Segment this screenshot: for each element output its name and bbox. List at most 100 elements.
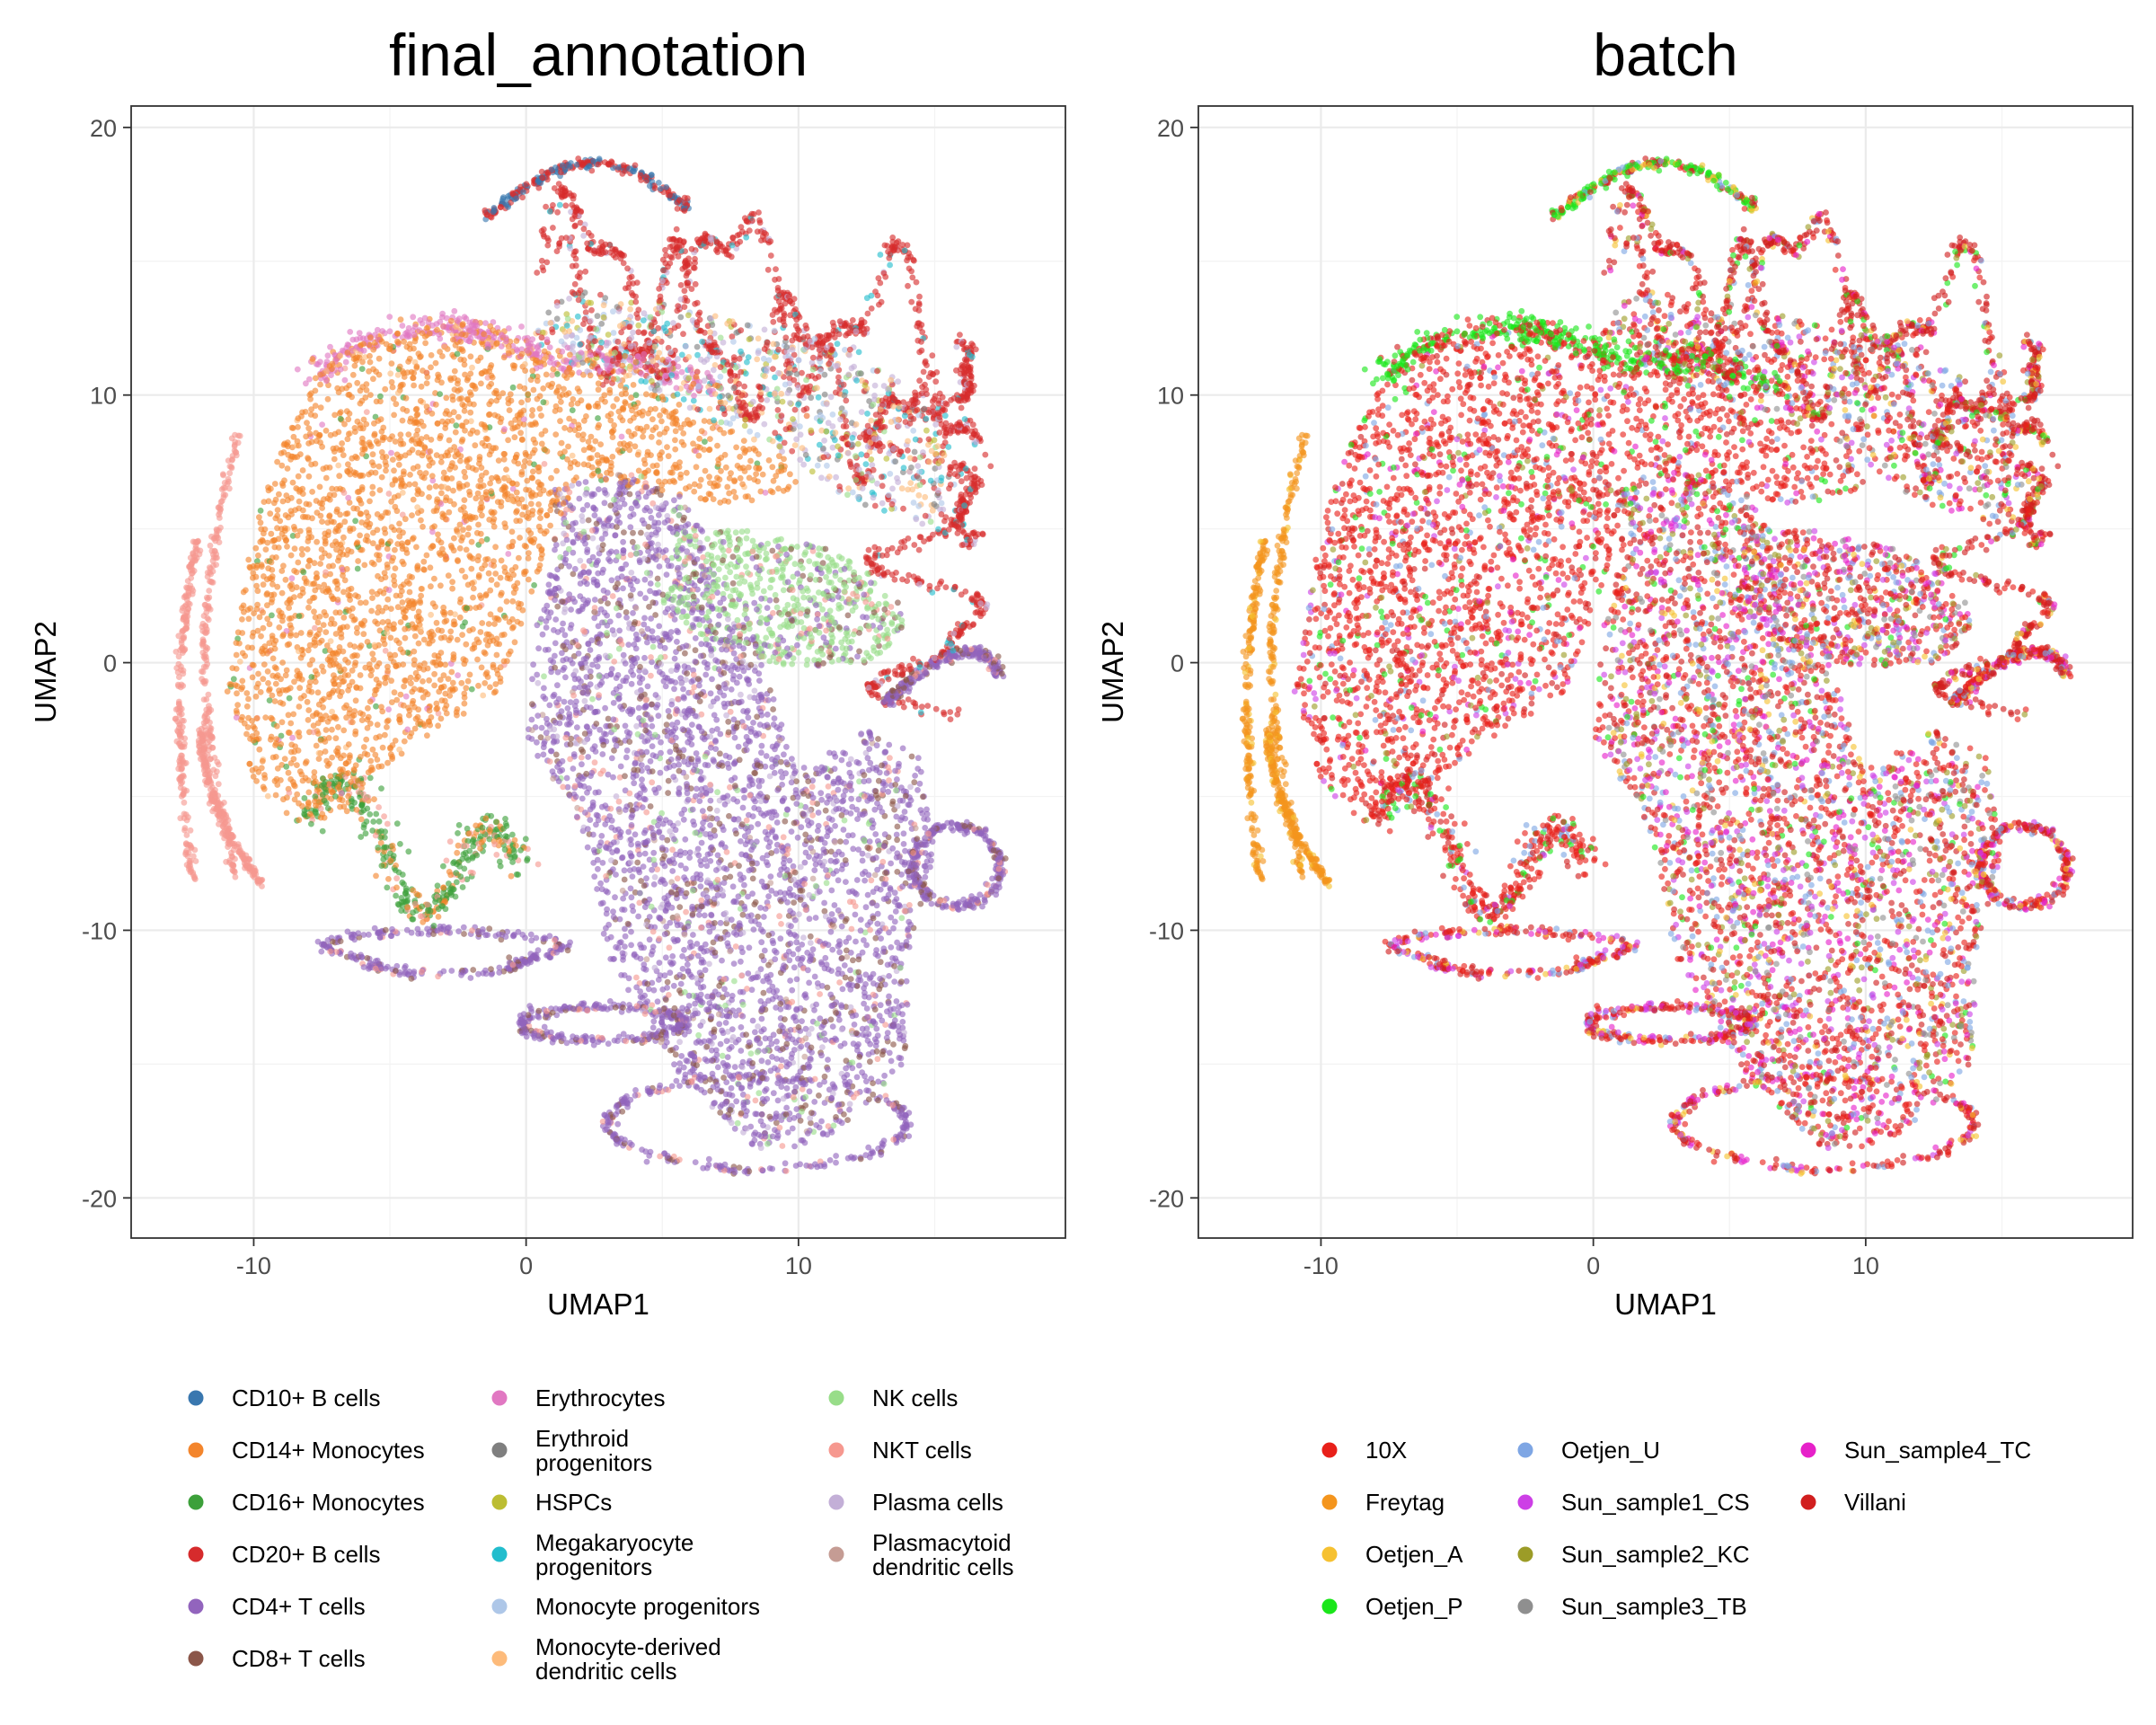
data-point — [674, 606, 681, 613]
data-point — [916, 293, 923, 300]
data-point — [749, 1017, 756, 1024]
data-point — [395, 640, 402, 647]
data-point — [657, 769, 664, 776]
data-point — [577, 327, 584, 333]
data-point — [843, 838, 850, 845]
data-point — [415, 930, 421, 937]
data-point — [915, 755, 922, 762]
data-point — [305, 473, 313, 480]
data-point — [808, 783, 816, 791]
data-point — [601, 487, 608, 493]
data-point — [827, 1016, 835, 1023]
data-point — [811, 1075, 818, 1083]
data-point — [677, 980, 685, 987]
data-point — [675, 323, 682, 330]
data-point — [521, 458, 528, 464]
data-point — [870, 970, 877, 978]
data-point — [368, 559, 376, 566]
data-point — [888, 860, 894, 867]
data-point — [562, 202, 570, 209]
data-point — [791, 899, 797, 906]
data-point — [633, 578, 641, 585]
data-point — [641, 507, 649, 514]
data-point — [783, 1084, 791, 1092]
data-point — [614, 396, 620, 402]
data-point — [893, 831, 900, 838]
data-point — [618, 433, 625, 440]
data-point — [304, 420, 310, 426]
data-point — [549, 768, 556, 774]
data-point — [402, 963, 409, 969]
data-point — [617, 414, 623, 420]
data-point — [587, 817, 594, 823]
data-point — [907, 480, 915, 486]
data-point — [529, 468, 536, 475]
data-point — [311, 608, 317, 615]
data-point — [770, 366, 776, 372]
data-point — [755, 820, 762, 827]
data-point — [467, 353, 474, 360]
data-point — [833, 1153, 839, 1159]
data-point — [706, 928, 713, 935]
data-point — [702, 636, 710, 643]
data-point — [724, 483, 731, 491]
data-point — [566, 296, 572, 302]
data-point — [432, 359, 439, 367]
data-point — [894, 823, 901, 830]
data-point — [916, 377, 923, 385]
data-point — [847, 756, 854, 763]
data-point — [881, 592, 888, 599]
data-point — [470, 967, 477, 973]
data-point — [665, 708, 672, 714]
data-point — [485, 570, 492, 577]
data-point — [910, 428, 917, 434]
data-point — [725, 547, 732, 554]
data-point — [849, 803, 856, 810]
data-point — [764, 862, 772, 869]
data-point — [582, 309, 589, 315]
data-point — [370, 818, 377, 825]
data-point — [367, 698, 374, 705]
data-point — [385, 491, 393, 497]
data-point — [693, 750, 700, 756]
data-point — [296, 498, 303, 505]
data-point — [301, 575, 308, 582]
data-point — [433, 619, 440, 626]
data-point — [651, 964, 658, 971]
data-point — [397, 316, 404, 323]
data-point — [323, 474, 330, 482]
data-point — [379, 744, 386, 751]
data-point — [800, 934, 807, 941]
data-point — [623, 609, 630, 615]
data-point — [724, 1054, 731, 1060]
data-point — [305, 456, 312, 463]
data-point — [708, 912, 715, 919]
data-point — [437, 458, 445, 465]
data-point — [459, 884, 466, 890]
data-point — [791, 964, 798, 971]
data-point — [283, 667, 290, 674]
data-point — [716, 859, 722, 866]
data-point — [835, 1016, 843, 1023]
data-point — [677, 862, 685, 869]
data-point — [691, 488, 698, 495]
data-point — [418, 517, 424, 524]
data-point — [614, 1120, 622, 1128]
data-point — [414, 509, 421, 517]
data-point — [287, 552, 295, 559]
data-point — [438, 490, 445, 497]
data-point — [373, 703, 379, 710]
data-point — [558, 439, 565, 447]
data-point — [594, 313, 601, 320]
data-point — [627, 885, 634, 892]
data-point — [717, 1040, 724, 1048]
data-point — [630, 529, 636, 536]
data-point — [462, 619, 468, 626]
data-point — [900, 464, 907, 472]
data-point — [409, 512, 415, 518]
data-point — [461, 497, 468, 503]
data-point — [296, 685, 304, 692]
data-point — [791, 819, 798, 827]
data-point — [728, 470, 734, 477]
data-point — [489, 374, 496, 381]
